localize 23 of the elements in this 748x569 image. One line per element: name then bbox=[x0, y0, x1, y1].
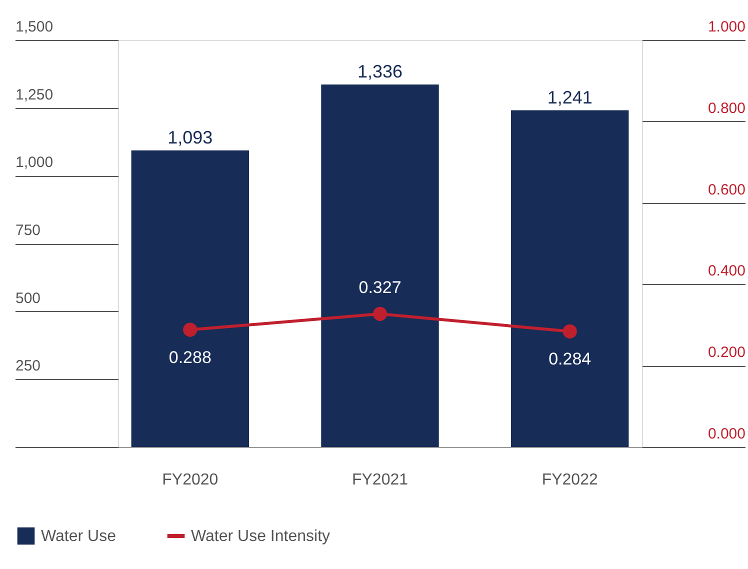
text: 1,241 bbox=[547, 87, 592, 108]
y2-tick-label: 0.000 bbox=[708, 426, 746, 442]
x-tick-label: FY2021 bbox=[352, 472, 408, 488]
x-tick-label: FY2022 bbox=[542, 472, 598, 488]
y2-tick-label: 0.800 bbox=[708, 100, 746, 117]
y-tick-label: 250 bbox=[16, 358, 41, 375]
y-tick-label: 1,500 bbox=[16, 18, 54, 36]
y2-tick-label: 1.000 bbox=[708, 18, 746, 36]
y2-tick-label: 0.200 bbox=[708, 344, 746, 362]
legend-label: Water Use Intensity bbox=[191, 528, 330, 545]
y-tick-label: 1,000 bbox=[16, 154, 54, 172]
y-tick-label: 750 bbox=[16, 222, 41, 239]
y-tick-label: 500 bbox=[16, 290, 41, 307]
text: 1,093 bbox=[168, 127, 213, 148]
text: 0.288 bbox=[168, 348, 212, 367]
text: 1,336 bbox=[357, 62, 403, 82]
y-tick-label: 1,250 bbox=[16, 86, 54, 104]
x-tick-label: FY2020 bbox=[162, 472, 218, 488]
text: 0.284 bbox=[548, 349, 592, 368]
y2-tick-label: 0.400 bbox=[708, 262, 746, 280]
legend-label: Water Use bbox=[41, 528, 116, 545]
y2-tick-label: 0.600 bbox=[708, 181, 746, 198]
text: 0.327 bbox=[358, 278, 402, 297]
